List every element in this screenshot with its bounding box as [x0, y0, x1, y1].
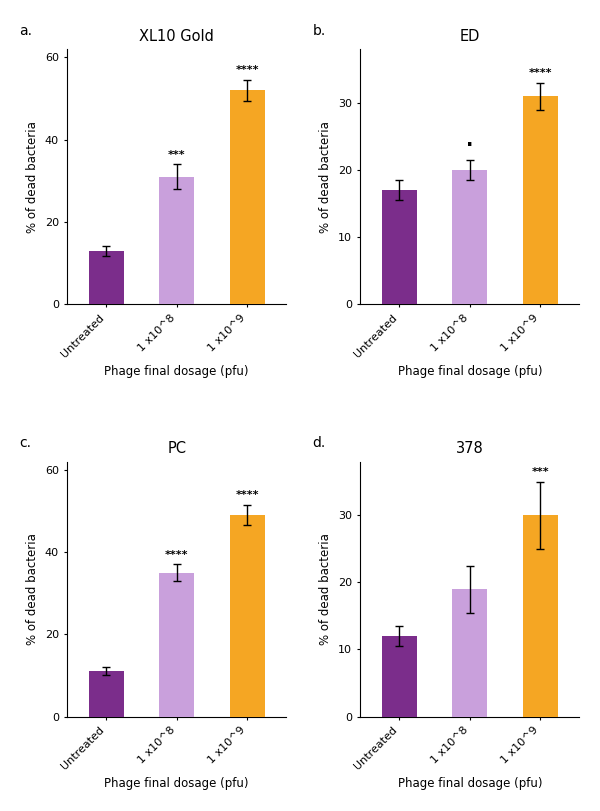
Bar	[382, 190, 417, 304]
Bar	[523, 515, 558, 717]
Bar	[89, 251, 124, 304]
Y-axis label: % of dead bacteria: % of dead bacteria	[26, 533, 40, 645]
Text: ****: ****	[165, 550, 188, 560]
Bar	[452, 589, 487, 717]
Bar	[382, 636, 417, 717]
Text: b.: b.	[312, 24, 326, 38]
Title: ED: ED	[460, 29, 480, 44]
X-axis label: Phage final dosage (pfu): Phage final dosage (pfu)	[104, 365, 249, 378]
Bar	[159, 177, 194, 304]
Text: c.: c.	[19, 436, 31, 450]
Text: ****: ****	[236, 490, 259, 500]
Bar	[159, 573, 194, 717]
Bar	[452, 170, 487, 304]
Title: XL10 Gold: XL10 Gold	[139, 29, 214, 44]
X-axis label: Phage final dosage (pfu): Phage final dosage (pfu)	[104, 777, 249, 790]
Y-axis label: % of dead bacteria: % of dead bacteria	[319, 533, 332, 645]
Text: ****: ****	[529, 68, 552, 78]
Title: PC: PC	[167, 441, 186, 457]
Text: ***: ***	[532, 467, 549, 477]
X-axis label: Phage final dosage (pfu): Phage final dosage (pfu)	[398, 365, 542, 378]
Bar	[89, 672, 124, 717]
Text: ***: ***	[168, 150, 185, 160]
Y-axis label: % of dead bacteria: % of dead bacteria	[319, 121, 332, 233]
Text: ·: ·	[466, 136, 473, 155]
Bar	[230, 90, 265, 304]
Bar	[523, 97, 558, 304]
Text: d.: d.	[312, 436, 326, 450]
Text: ****: ****	[236, 66, 259, 75]
Bar	[230, 515, 265, 717]
Title: 378: 378	[456, 441, 484, 457]
Y-axis label: % of dead bacteria: % of dead bacteria	[26, 121, 40, 233]
Text: a.: a.	[19, 24, 32, 38]
X-axis label: Phage final dosage (pfu): Phage final dosage (pfu)	[398, 777, 542, 790]
